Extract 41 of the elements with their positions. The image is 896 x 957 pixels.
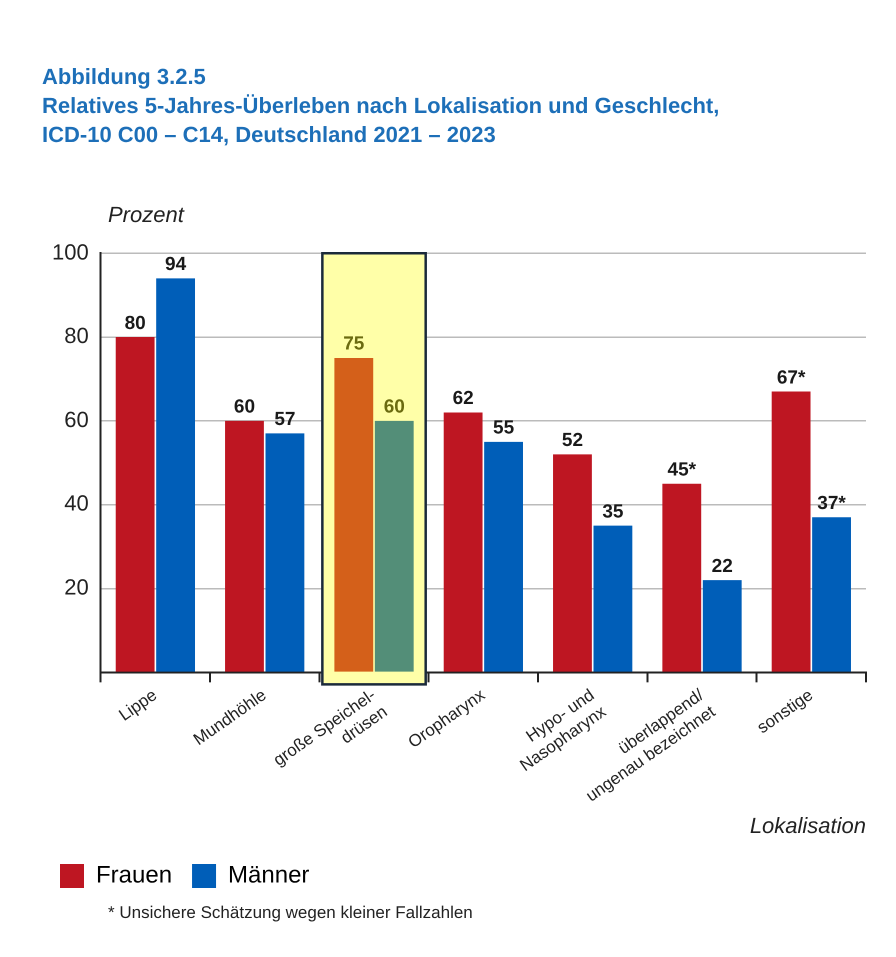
bar <box>772 392 811 672</box>
y-tick-label: 80 <box>64 323 89 348</box>
data-label: 55 <box>493 418 515 439</box>
x-tick-label: Lippe <box>115 685 160 725</box>
chart-title: Abbildung 3.2.5 <box>42 63 207 91</box>
data-label: 60 <box>234 396 256 418</box>
data-label: 37* <box>817 492 846 514</box>
data-label: 94 <box>165 254 187 276</box>
data-label: 22 <box>712 556 733 577</box>
data-label: 67* <box>776 367 806 388</box>
y-tick-label: 60 <box>64 406 89 432</box>
y-tick-label: 40 <box>64 490 89 516</box>
bar <box>444 412 483 672</box>
bar <box>374 420 414 672</box>
y-tick-label: 20 <box>64 574 89 600</box>
bar <box>662 484 702 672</box>
bar <box>266 433 304 672</box>
data-label: 35 <box>602 501 624 522</box>
text: * Unsichere Schätzung wegen kleiner Fallzahlen <box>108 903 473 923</box>
bar <box>593 526 632 672</box>
data-label: 52 <box>562 430 584 452</box>
bar <box>702 580 742 672</box>
y-axis-title: Prozent <box>108 202 184 228</box>
data-label: 60 <box>384 396 405 418</box>
bar <box>553 454 592 672</box>
data-label: 75 <box>343 334 365 355</box>
bar <box>225 420 264 672</box>
bar <box>116 337 155 672</box>
chart-subtitle: Relatives 5-Jahres-Überleben nach Lokalisation und Geschlecht, ICD-10 C00 – C14, Deutschland 2021 – 2023 <box>42 92 720 149</box>
bar <box>484 442 523 672</box>
data-label: 57 <box>274 409 296 430</box>
data-label: 62 <box>452 388 474 410</box>
bar <box>812 517 851 672</box>
x-axis-title: Lokalisation <box>750 812 866 838</box>
data-label: 80 <box>124 312 146 334</box>
data-label: 45* <box>668 459 697 480</box>
bar <box>156 278 196 672</box>
y-tick-label: 100 <box>52 239 89 264</box>
legend-label: Männer <box>228 862 310 889</box>
legend-label: Frauen <box>96 862 172 889</box>
bar <box>334 358 374 672</box>
